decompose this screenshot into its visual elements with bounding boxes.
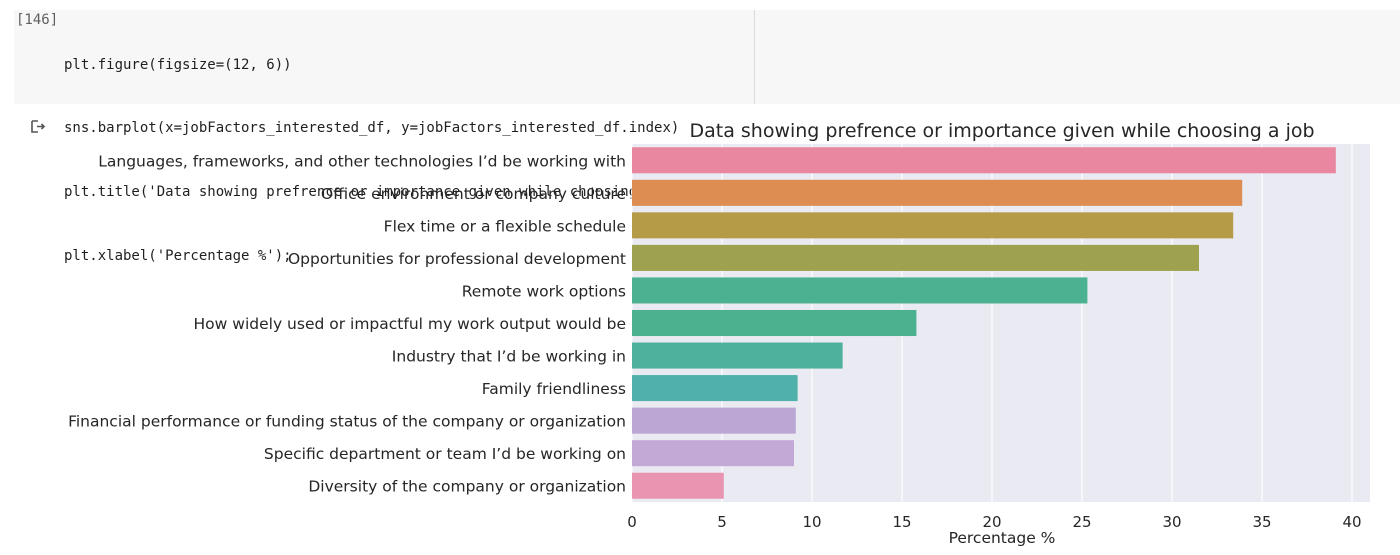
bar xyxy=(632,244,1199,271)
code-line: sns.barplot(x=jobFactors_interested_df, … xyxy=(64,120,680,137)
bar xyxy=(632,472,724,499)
x-tick-label: 25 xyxy=(1072,513,1091,531)
execution-count: [146] xyxy=(16,12,59,28)
code-cell[interactable]: [146] plt.figure(figsize=(12, 6)) sns.ba… xyxy=(14,10,1400,264)
bar xyxy=(632,309,917,337)
y-tick-label: Remote work options xyxy=(462,282,626,300)
x-tick-label: 30 xyxy=(1162,513,1181,531)
bar xyxy=(632,342,843,369)
x-tick-label: 35 xyxy=(1252,513,1271,531)
y-tick-label: Family friendliness xyxy=(482,380,626,398)
cell-divider xyxy=(754,10,755,104)
bar xyxy=(632,440,794,467)
y-tick-label: Financial performance or funding status … xyxy=(68,413,626,431)
x-tick-label: 0 xyxy=(627,513,637,531)
x-tick-label: 20 xyxy=(982,513,1001,531)
bar xyxy=(632,179,1243,206)
bar xyxy=(632,212,1234,239)
code-line: plt.figure(figsize=(12, 6)) xyxy=(64,56,292,73)
y-tick-label: Diversity of the company or organization xyxy=(308,478,626,496)
bar xyxy=(632,407,796,434)
code-editor[interactable]: plt.figure(figsize=(12, 6)) sns.barplot(… xyxy=(64,12,713,310)
x-axis-label: Percentage % xyxy=(949,529,1056,547)
chart-title: Data showing prefrence or importance giv… xyxy=(689,120,1314,142)
x-tick-label: 10 xyxy=(802,513,821,531)
y-tick-label: Specific department or team I’d be worki… xyxy=(264,445,626,463)
x-tick-label: 5 xyxy=(717,513,727,531)
bar xyxy=(632,277,1088,304)
code-line: plt.xlabel('Percentage %'); xyxy=(64,248,292,265)
y-tick-label: Industry that I’d be working in xyxy=(392,348,626,366)
x-tick-label: 40 xyxy=(1342,513,1361,531)
y-tick-label: Office environment or company culture xyxy=(321,185,626,203)
y-tick-label: Opportunities for professional developme… xyxy=(288,250,626,268)
bar-chart: 0 5 10 15 20 25 30 35 40 Languages, frameworks, a… xyxy=(68,120,1370,547)
y-tick-label: How widely used or impactful my work out… xyxy=(194,315,626,333)
output-arrow-icon[interactable] xyxy=(29,118,47,136)
x-tick-label: 15 xyxy=(892,513,911,531)
y-tick-label: Languages, frameworks, and other technol… xyxy=(98,152,626,170)
bar xyxy=(632,375,798,402)
bar xyxy=(632,147,1336,174)
y-tick-label: Flex time or a flexible schedule xyxy=(384,217,626,235)
